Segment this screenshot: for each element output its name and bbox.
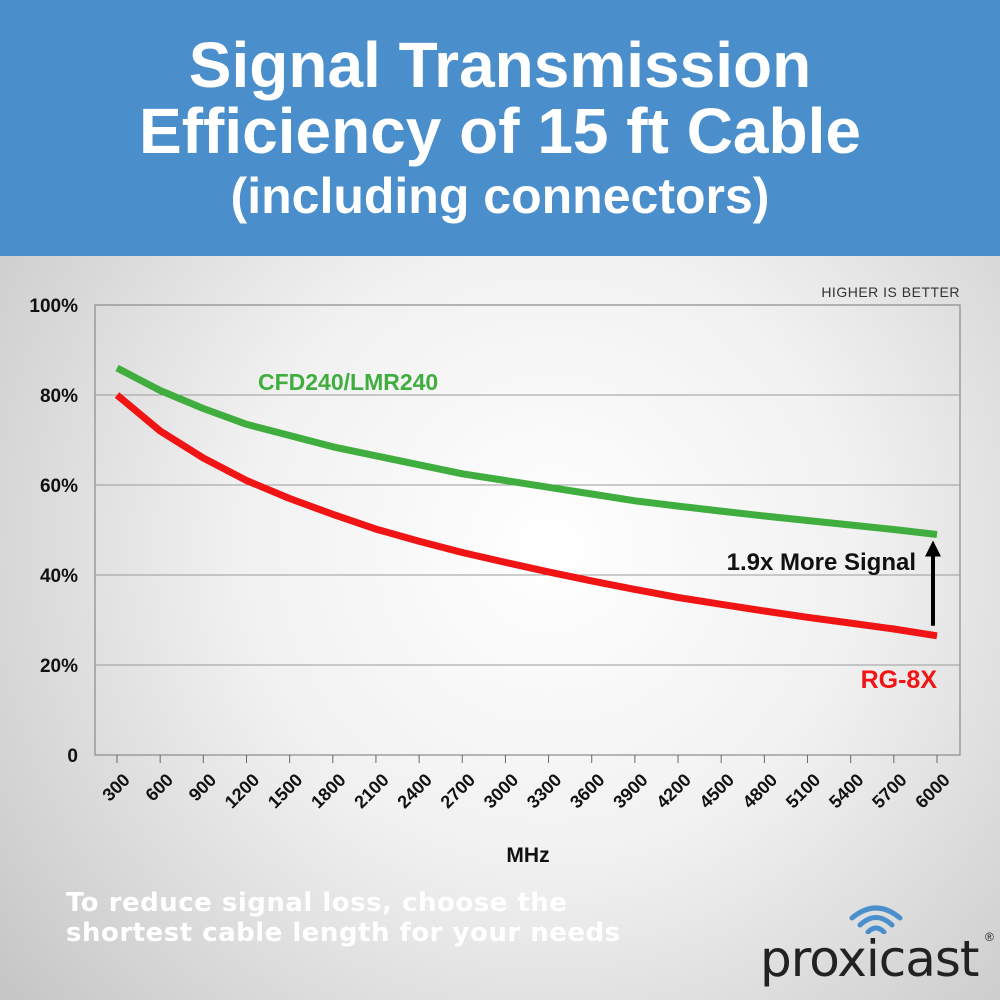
brand-logo: proxicast ® bbox=[760, 900, 1000, 1000]
footer-line-1: To reduce signal loss, choose the bbox=[66, 888, 568, 918]
x-tick-label: 1500 bbox=[264, 770, 306, 812]
footer-note: To reduce signal loss, choose the shorte… bbox=[66, 888, 621, 948]
x-tick-label: 6000 bbox=[911, 770, 953, 812]
x-tick-label: 3000 bbox=[480, 770, 522, 812]
x-tick-label: 3600 bbox=[566, 770, 608, 812]
x-tick-label: 5700 bbox=[868, 770, 910, 812]
series-line-rg8x bbox=[114, 392, 938, 640]
plot-frame bbox=[94, 304, 961, 756]
brand-name: proxicast bbox=[760, 930, 980, 988]
y-tick-label: 0 bbox=[67, 746, 78, 767]
title-line-1: Signal Transmission bbox=[188, 29, 812, 101]
x-axis-label: MHz bbox=[506, 844, 549, 867]
y-tick-label: 80% bbox=[40, 386, 78, 407]
title-line-3: (including connectors) bbox=[230, 168, 770, 224]
comparison-arrow-head bbox=[925, 540, 941, 557]
series-label-cfd240: CFD240/LMR240 bbox=[258, 369, 438, 395]
x-tick-label: 4800 bbox=[739, 770, 781, 812]
efficiency-line-chart: 100% 80% 60% 40% 20% 0 300 600 900 1200 1500 1800 21… bbox=[29, 284, 961, 867]
x-tick-label: 3300 bbox=[523, 770, 565, 812]
y-tick-label: 20% bbox=[40, 656, 78, 677]
x-tick-label: 4500 bbox=[696, 770, 738, 812]
x-tick-label: 1800 bbox=[307, 770, 349, 812]
brand-registered-mark: ® bbox=[985, 930, 994, 944]
x-tick-label: 600 bbox=[142, 770, 177, 805]
y-tick-label: 100% bbox=[29, 296, 78, 317]
x-tick-label: 900 bbox=[185, 770, 220, 805]
title-line-2: Efficiency of 15 ft Cable bbox=[139, 95, 861, 167]
comparison-label: 1.9x More Signal bbox=[727, 549, 916, 576]
x-tick-label: 300 bbox=[98, 770, 133, 805]
x-tick-label: 2400 bbox=[393, 770, 435, 812]
wifi-icon bbox=[849, 905, 903, 934]
series-label-rg8x: RG-8X bbox=[861, 666, 938, 694]
higher-is-better-note: HIGHER IS BETTER bbox=[821, 284, 960, 300]
series-line-cfd240 bbox=[115, 364, 938, 538]
x-tick-label: 2100 bbox=[350, 770, 392, 812]
x-tick-label: 4200 bbox=[652, 770, 694, 812]
x-tick-label: 3900 bbox=[609, 770, 651, 812]
footer-line-2: shortest cable length for your needs bbox=[66, 918, 621, 948]
x-tick-label: 5100 bbox=[782, 770, 824, 812]
x-tick-label: 1200 bbox=[221, 770, 263, 812]
y-tick-label: 40% bbox=[40, 566, 78, 587]
y-tick-label: 60% bbox=[40, 476, 78, 497]
title-banner: Signal Transmission Efficiency of 15 ft … bbox=[0, 0, 1000, 256]
x-tick-label: 5400 bbox=[825, 770, 867, 812]
x-tick-label: 2700 bbox=[437, 770, 479, 812]
